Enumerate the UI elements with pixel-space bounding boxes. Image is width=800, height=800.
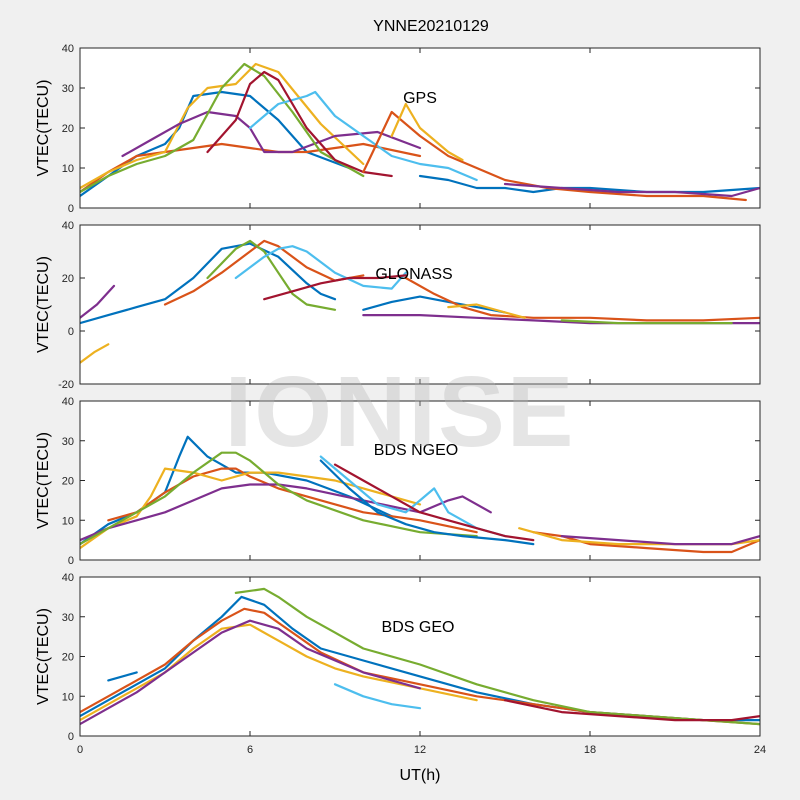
y-tick-label: -20 bbox=[58, 379, 74, 391]
series-line bbox=[80, 623, 478, 722]
series-group bbox=[80, 435, 760, 554]
panel-label: BDS NGEO bbox=[374, 442, 458, 459]
y-axis-label: VTEC(TECU) bbox=[35, 432, 52, 529]
axes-background bbox=[80, 401, 760, 560]
x-tick-label: 12 bbox=[414, 744, 426, 756]
x-tick-label: 0 bbox=[77, 744, 83, 756]
series-line bbox=[503, 699, 760, 722]
y-tick-label: 40 bbox=[62, 396, 74, 408]
series-line bbox=[107, 671, 138, 682]
series-line bbox=[560, 319, 733, 325]
axes-background bbox=[80, 577, 760, 736]
series-line bbox=[80, 90, 351, 198]
y-tick-label: 20 bbox=[62, 123, 74, 135]
series-line bbox=[234, 587, 760, 726]
x-tick-label: 18 bbox=[584, 744, 596, 756]
series-line bbox=[404, 276, 760, 322]
series-line bbox=[80, 343, 110, 364]
series-group bbox=[80, 587, 760, 726]
series-line bbox=[80, 62, 365, 190]
figure-title: YNNE20210129 bbox=[373, 18, 489, 35]
y-tick-label: 30 bbox=[62, 83, 74, 95]
y-tick-label: 10 bbox=[62, 691, 74, 703]
y-tick-label: 30 bbox=[62, 612, 74, 624]
series-line bbox=[362, 110, 747, 202]
y-tick-label: 10 bbox=[62, 515, 74, 527]
series-line bbox=[333, 463, 535, 542]
series-line bbox=[163, 239, 365, 306]
series-line bbox=[80, 62, 365, 194]
series-line bbox=[333, 683, 422, 710]
y-axis-label: VTEC(TECU) bbox=[35, 256, 52, 353]
y-axis-label: VTEC(TECU) bbox=[35, 80, 52, 177]
y-tick-label: 20 bbox=[62, 476, 74, 488]
series-line bbox=[319, 455, 507, 538]
series-group bbox=[80, 62, 760, 202]
panel-3: 0 10 20 30 40 BDS NGEO VTEC(TECU) bbox=[35, 396, 761, 567]
y-tick-label: 0 bbox=[68, 203, 74, 215]
series-line bbox=[80, 142, 422, 194]
panel-1: 0 10 20 30 40 GPS VTEC(TECU) bbox=[35, 43, 761, 215]
y-tick-label: 0 bbox=[68, 326, 74, 338]
y-tick-label: 40 bbox=[62, 572, 74, 584]
panel-label: GPS bbox=[403, 90, 437, 107]
panel-4: 0 10 20 30 40 0 6 12 18 24 BDS GEO VTEC(TECU) bbox=[35, 572, 766, 756]
series-line bbox=[263, 274, 407, 301]
series-line bbox=[80, 467, 422, 550]
y-tick-label: 30 bbox=[62, 436, 74, 448]
x-axis-label: UT(h) bbox=[400, 767, 441, 784]
series-line bbox=[447, 303, 526, 319]
panel-label: GLONASS bbox=[375, 266, 452, 283]
series-group bbox=[80, 239, 760, 364]
series-line bbox=[107, 467, 478, 534]
y-tick-label: 0 bbox=[68, 731, 74, 743]
series-line bbox=[80, 619, 422, 726]
series-line bbox=[390, 102, 464, 162]
panel-label: BDS GEO bbox=[382, 619, 455, 636]
series-line bbox=[319, 459, 535, 546]
y-tick-label: 40 bbox=[62, 43, 74, 55]
series-line bbox=[234, 245, 407, 290]
y-tick-label: 40 bbox=[62, 220, 74, 232]
series-line bbox=[362, 295, 507, 314]
y-tick-label: 10 bbox=[62, 163, 74, 175]
y-tick-label: 20 bbox=[62, 273, 74, 285]
y-tick-label: 20 bbox=[62, 652, 74, 664]
panel-2: -20 0 20 40 GLONASS VTEC(TECU) bbox=[35, 220, 761, 391]
series-line bbox=[80, 284, 116, 319]
series-line bbox=[560, 534, 760, 546]
x-tick-label: 6 bbox=[247, 744, 253, 756]
series-line bbox=[248, 90, 478, 182]
axes-background bbox=[80, 225, 760, 384]
series-line bbox=[503, 182, 760, 198]
x-tick-label: 24 bbox=[754, 744, 766, 756]
y-axis-label: VTEC(TECU) bbox=[35, 608, 52, 705]
series-line bbox=[206, 239, 337, 311]
series-line bbox=[80, 451, 478, 546]
panels: 0 10 20 30 40 GPS VTEC(TECU) -20 0 20 40 GLONASS VTE… bbox=[35, 43, 766, 756]
series-line bbox=[206, 70, 393, 178]
y-tick-label: 0 bbox=[68, 555, 74, 567]
